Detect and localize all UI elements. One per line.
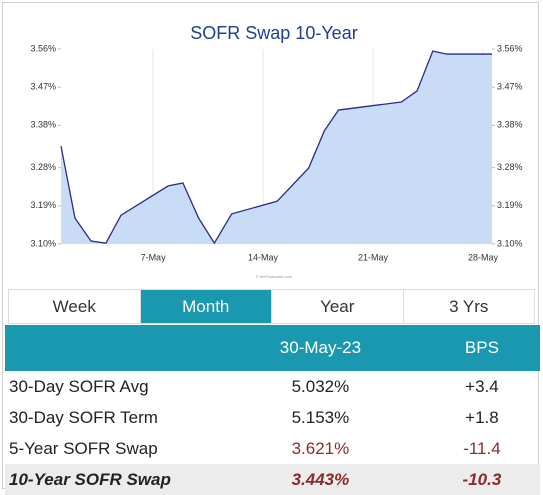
cell: 3.443% <box>217 464 424 495</box>
y2-tick-label: 3.10% <box>497 238 523 248</box>
rates-table: 30-May-23 BPS 30-Day SOFR Avg 5.032% +3.4 3… <box>5 325 540 495</box>
chart-title: SOFR Swap 10-Year <box>190 23 357 43</box>
y2-tick-label: 3.28% <box>497 162 523 172</box>
row: 10-Year SOFR Swap 3.443% -10.3 <box>5 464 540 495</box>
tab[interactable]: Year <box>272 290 404 323</box>
y-tick-label: 3.28% <box>30 162 56 172</box>
cell: 30-Day SOFR Avg <box>9 376 149 396</box>
y-tick-label: 3.38% <box>30 120 56 130</box>
cell: -11.4 <box>463 438 501 458</box>
header-cell <box>5 325 217 371</box>
line <box>60 50 492 245</box>
chart: SOFR Swap 10-Year © theFinancials.com 7-… <box>30 23 523 279</box>
cell: 5-Year SOFR Swap <box>9 438 158 458</box>
x-tick-label: 21-May <box>358 252 389 262</box>
x-tick-label: 7-May <box>141 252 167 262</box>
tab[interactable]: 3 Yrs <box>449 297 489 316</box>
cell: -10.3 <box>423 464 540 495</box>
cell: 30-Day SOFR Term <box>9 407 158 427</box>
y-tick-label: 3.47% <box>30 82 56 92</box>
y-tick-label: 3.10% <box>30 238 56 248</box>
cell: +3.4 <box>465 376 499 396</box>
y2-tick-label: 3.38% <box>497 120 523 130</box>
y-tick-label: 3.19% <box>30 200 56 210</box>
cell: 5.032% <box>291 376 350 396</box>
row: 30-Day SOFR Term 5.153% +1.8 <box>5 402 540 433</box>
area <box>61 51 492 244</box>
cell: 5.153% <box>291 407 350 427</box>
tabs: Week Month Year 3 Yrs <box>8 289 535 324</box>
cell: +1.8 <box>465 407 499 427</box>
watermark: © theFinancials.com <box>256 274 293 279</box>
tab[interactable]: Month <box>140 290 272 323</box>
header-cell: 30-May-23 <box>217 325 424 371</box>
y2-tick-label: 3.19% <box>497 200 523 210</box>
y-tick-label: 3.56% <box>30 43 56 53</box>
header-row: 30-May-23 BPS <box>5 325 540 371</box>
cell: 10-Year SOFR Swap <box>5 464 217 495</box>
header-cell: BPS <box>423 325 540 371</box>
row: 5-Year SOFR Swap 3.621% -11.4 <box>5 433 540 464</box>
y2-tick-label: 3.47% <box>497 82 523 92</box>
x-tick-label: 14-May <box>248 252 279 262</box>
tab[interactable]: Week <box>9 290 141 323</box>
row: 30-Day SOFR Avg 5.032% +3.4 <box>5 371 540 402</box>
cell: 3.621% <box>291 438 350 458</box>
x-tick-label: 28-May <box>468 252 499 262</box>
y2-tick-label: 3.56% <box>497 43 523 53</box>
